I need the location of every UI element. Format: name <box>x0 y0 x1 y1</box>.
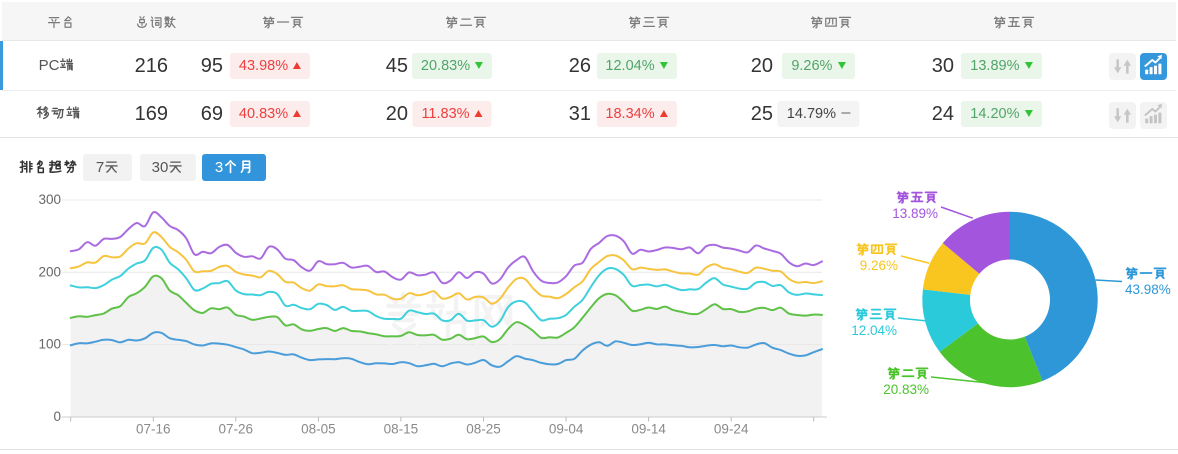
svg-text:08-05: 08-05 <box>301 422 336 437</box>
svg-text:07-26: 07-26 <box>219 422 254 437</box>
svg-text:100: 100 <box>38 337 61 352</box>
svg-text:07-16: 07-16 <box>136 422 171 437</box>
svg-text:09-04: 09-04 <box>549 422 584 437</box>
svg-text:08-25: 08-25 <box>466 422 501 437</box>
svg-text:09-24: 09-24 <box>714 422 749 437</box>
svg-text:09-14: 09-14 <box>631 422 666 437</box>
svg-text:300: 300 <box>38 192 61 207</box>
svg-text:200: 200 <box>38 264 61 279</box>
svg-text:08-15: 08-15 <box>384 422 419 437</box>
svg-text:0: 0 <box>53 409 61 424</box>
